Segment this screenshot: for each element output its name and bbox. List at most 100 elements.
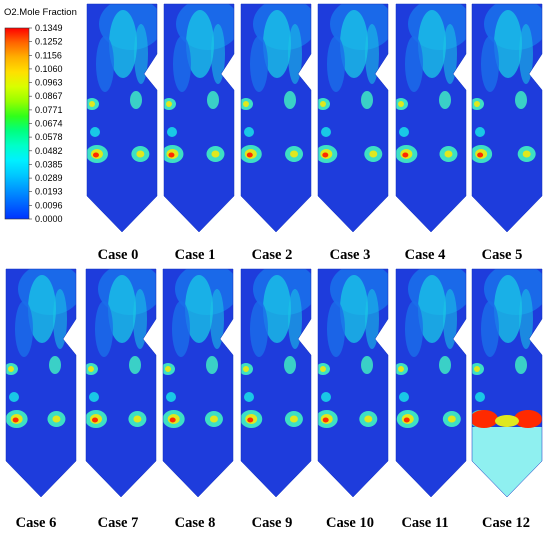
burner-jet [9,392,19,402]
flow-plume [494,10,522,78]
flow-plume [173,36,191,92]
colorbar-tick-label: 0.0000 [35,214,63,224]
burner-jet [321,392,331,402]
furnace-panel-12 [471,268,543,498]
panel-outline [163,3,235,233]
case-labels: Case 0 Case 1 Case 2 Case 3 Case 4 Case … [16,247,530,531]
colorbar-tick-label: 0.0289 [35,173,63,183]
flow-plume [418,275,446,343]
flow-plume [443,289,457,349]
case-label-2: Case 2 [252,247,293,263]
burner-jet [90,127,100,137]
burner-jet [475,392,485,402]
burner-core [211,150,220,158]
burner-core [447,415,456,423]
flow-plume [340,275,368,343]
burner-jet [89,392,99,402]
case-label-7: Case 7 [98,515,139,531]
burner-jet [321,127,331,137]
flow-plume [418,10,446,78]
burner-core [398,366,404,372]
furnace-panel-2 [240,3,312,233]
panel-outline [317,3,389,233]
burner-jet [284,356,296,374]
flow-plume [250,301,268,357]
burner-core [243,101,249,107]
furnace-panel-5 [471,3,543,233]
burner-jet [207,91,219,109]
burner-jet [515,356,527,374]
burner-core [444,150,453,158]
colorbar-tick-label: 0.1252 [35,37,63,47]
burner-hotspot [402,152,409,158]
burner-hotspot [477,152,484,158]
burner-jet [166,392,176,402]
burner-jet [439,91,451,109]
burner-core [136,150,145,158]
burner-core [289,415,298,423]
panel-outline [162,268,234,498]
flow-plume [327,301,345,357]
flow-plume [288,24,302,84]
flow-plume [481,301,499,357]
colorbar-tick-label: 0.0674 [35,119,63,129]
burner-core [495,415,519,427]
furnace-panel-10 [317,268,389,498]
burner-jet [439,356,451,374]
case-label-12: Case 12 [482,515,530,531]
panel-outline [240,268,312,498]
flow-plume [263,275,291,343]
case-label-1: Case 1 [175,247,216,263]
burner-core [320,101,326,107]
burner-core [88,366,94,372]
furnace-panel-3 [317,3,389,233]
case-label-10: Case 10 [326,515,374,531]
colorbar-tick-label: 0.1349 [35,23,63,33]
burner-core [133,415,142,423]
flow-plume [340,10,368,78]
burner-jet [129,356,141,374]
panel-outline [85,268,157,498]
flow-plume [109,10,137,78]
panel-outline [471,3,543,233]
colorbar-tick-label: 0.0482 [35,146,63,156]
burner-jet [244,392,254,402]
burner-hotspot [169,417,176,423]
burner-core [165,366,171,372]
colorbar-tick-label: 0.0096 [35,200,63,210]
furnace-panel-11 [395,268,467,498]
case-label-11: Case 11 [401,515,448,531]
burner-jet [49,356,61,374]
furnace-panel-0 [86,3,158,233]
burner-jet [399,127,409,137]
burner-core [474,366,480,372]
burner-core [89,101,95,107]
burner-hotspot [168,152,175,158]
burner-core [474,101,480,107]
flow-plume [405,36,423,92]
burner-core [320,366,326,372]
burner-hotspot [322,152,329,158]
flow-plume [519,289,533,349]
panel-outline [395,3,467,233]
flow-plume [53,289,67,349]
colorbar-tick-label: 0.1156 [35,50,62,60]
burner-jet [515,91,527,109]
flow-plume [443,24,457,84]
colorbar-tick-label: 0.0771 [35,105,63,115]
furnace-panel-8 [162,268,234,498]
furnace-panel-7 [85,268,157,498]
flow-plume [186,10,214,78]
panels [5,3,543,498]
flow-plume [28,275,56,343]
case-label-0: Case 0 [98,247,139,263]
flow-plume [185,275,213,343]
burner-jet [206,356,218,374]
flow-plume [494,275,522,343]
burner-core [8,366,14,372]
burner-hotspot [247,417,254,423]
burner-jet [167,127,177,137]
flow-plume [263,10,291,78]
burner-core [52,415,61,423]
